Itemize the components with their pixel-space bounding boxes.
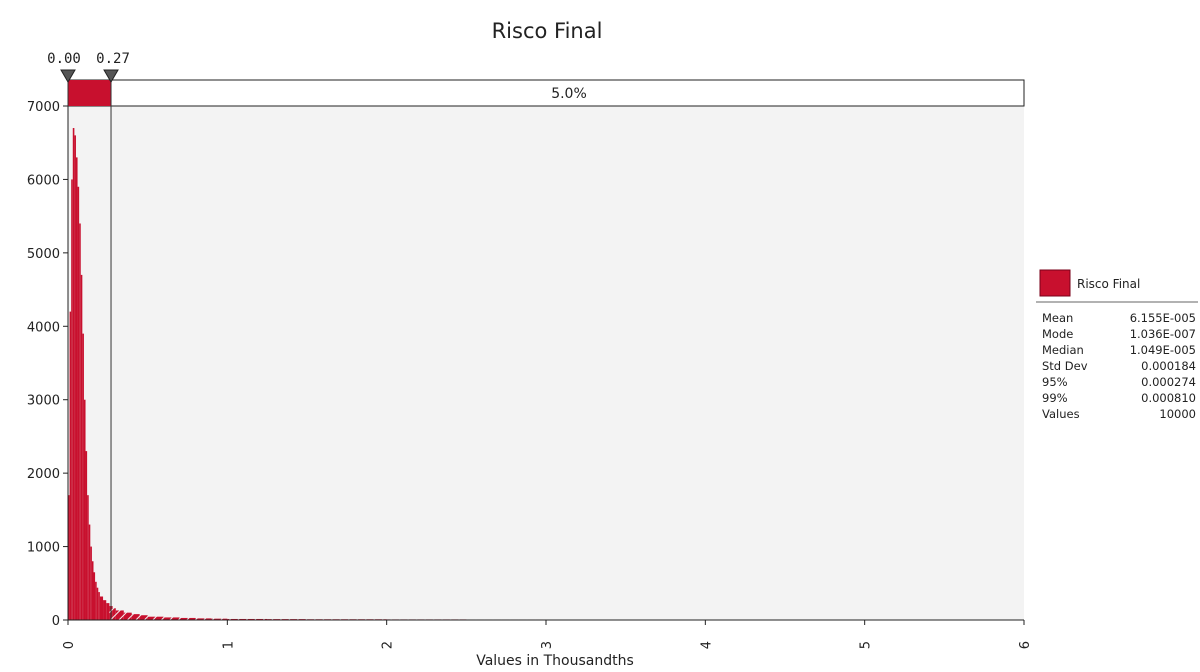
histogram-bar — [88, 524, 91, 620]
histogram-bar — [103, 600, 107, 620]
histogram-bar — [79, 223, 81, 620]
histogram-bar — [139, 615, 148, 620]
legend-stat-value: 0.000184 — [1141, 359, 1196, 373]
legend-stat-label: Median — [1042, 343, 1084, 357]
left-marker-handle-icon[interactable] — [60, 69, 76, 83]
histogram-bar — [112, 608, 116, 620]
legend: Risco Final Mean 6.155E-005 Mode 1.036E-007… — [1036, 269, 1198, 421]
y-tick-label: 0 — [52, 614, 60, 629]
y-tick-label: 3000 — [27, 394, 60, 409]
x-axis-ticks: 0 1 2 3 4 5 6 — [62, 620, 1033, 649]
x-tick-label: 2 — [381, 641, 396, 649]
histogram-bar — [123, 612, 132, 620]
legend-swatch — [1039, 269, 1071, 297]
histogram-bar — [96, 587, 99, 620]
histogram-bar — [147, 616, 164, 620]
y-axis-ticks: 0 1000 2000 3000 4000 5000 6000 7000 — [27, 100, 68, 629]
percentile-band-fill — [68, 80, 112, 106]
histogram-bar — [72, 128, 75, 620]
histogram-bar — [131, 614, 140, 620]
histogram-bar — [106, 603, 110, 620]
legend-series-name: Risco Final — [1077, 277, 1140, 291]
histogram-bar — [77, 186, 80, 620]
histogram-bar — [179, 617, 196, 620]
percentile-band-label: 5.0% — [551, 86, 587, 102]
x-tick-label: 1 — [221, 641, 236, 649]
legend-stat-label: Mean — [1042, 311, 1073, 325]
histogram-bar — [90, 546, 92, 620]
legend-stat-value: 6.155E-005 — [1130, 311, 1196, 325]
histogram-bar — [87, 495, 89, 620]
histogram-bar — [227, 618, 268, 620]
histogram-bar — [91, 561, 94, 620]
x-tick-label: 4 — [699, 641, 714, 649]
histogram-bar — [195, 618, 212, 620]
legend-stat-label: 99% — [1042, 391, 1068, 405]
x-axis-title: Values in Thousandths — [476, 653, 634, 669]
histogram-bar — [75, 157, 78, 620]
y-tick-label: 2000 — [27, 467, 60, 482]
histogram-bar — [71, 179, 73, 620]
histogram-bar — [99, 596, 104, 620]
histogram-bar — [85, 451, 88, 620]
legend-stat-value: 1.049E-005 — [1130, 343, 1196, 357]
percentile-band-frame — [67, 79, 1025, 107]
histogram-bar — [69, 311, 72, 620]
histogram-bar — [163, 617, 180, 620]
histogram-bar — [93, 572, 96, 620]
y-tick-label: 7000 — [27, 100, 60, 115]
histogram-bar — [95, 581, 97, 620]
legend-stat-value: 0.000274 — [1141, 375, 1196, 389]
left-marker-value: 0.00 — [47, 51, 81, 67]
histogram-bar — [115, 610, 124, 620]
y-tick-label: 4000 — [27, 320, 60, 335]
legend-stat-label: Values — [1042, 407, 1080, 421]
percentile-band: 5.0% — [67, 79, 1025, 107]
plot-area — [68, 106, 1024, 620]
histogram-bar — [82, 333, 84, 620]
y-tick-label: 1000 — [27, 541, 60, 556]
histogram-bar — [74, 135, 76, 620]
legend-stat-value: 0.000810 — [1141, 391, 1196, 405]
histogram-bar — [80, 274, 83, 620]
legend-stat-label: Mode — [1042, 327, 1073, 341]
x-tick-label: 0 — [62, 641, 77, 649]
legend-stat-label: Std Dev — [1042, 359, 1088, 373]
histogram-bar — [211, 618, 228, 620]
x-tick-label: 5 — [859, 641, 874, 649]
histogram-bar — [68, 495, 70, 620]
legend-stat-value: 1.036E-007 — [1130, 327, 1196, 341]
chart-title: Risco Final — [492, 19, 603, 43]
x-tick-label: 3 — [540, 641, 555, 649]
y-tick-label: 5000 — [27, 247, 60, 262]
legend-stat-label: 95% — [1042, 375, 1068, 389]
histogram-bar — [98, 592, 100, 620]
legend-stats-table: Mean 6.155E-005 Mode 1.036E-007 Median 1.049E… — [1042, 311, 1196, 421]
right-marker-handle-icon[interactable] — [103, 69, 119, 83]
right-marker-value: 0.27 — [96, 51, 130, 67]
x-tick-label: 6 — [1018, 641, 1033, 649]
legend-stat-value: 10000 — [1159, 407, 1196, 421]
y-tick-label: 6000 — [27, 173, 60, 188]
histogram-bar — [83, 399, 86, 620]
